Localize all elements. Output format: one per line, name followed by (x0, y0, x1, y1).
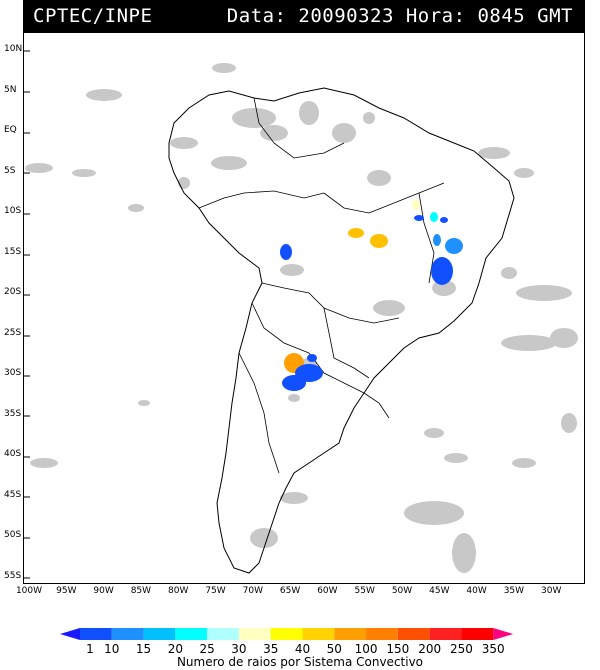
lon-label: 60W (317, 586, 338, 596)
colorbar-tick-label: 30 (231, 642, 247, 656)
lon-label: 75W (205, 586, 226, 596)
lon-label: 45W (429, 586, 450, 596)
lon-label: 90W (93, 586, 114, 596)
date-time-label: Data: 20090323 Hora: 0845 GMT (226, 5, 573, 27)
map-canvas (24, 50, 578, 579)
south-america-coastline (168, 87, 515, 574)
colorbar-tick-label: 250 (449, 642, 473, 656)
lon-label: 65W (279, 586, 301, 596)
lon-label: 95W (56, 586, 77, 596)
cloud-cover (25, 63, 578, 573)
lon-label: 30W (541, 586, 562, 596)
colorbar-segment (366, 628, 398, 640)
colorbar-segment (111, 628, 144, 640)
lightning-cells (280, 200, 463, 391)
lat-label: 15S (4, 246, 22, 257)
map-header: CPTEC/INPE Data: 20090323 Hora: 0845 GMT (23, 0, 585, 32)
colorbar-segment (143, 628, 176, 640)
colorbar-segment (175, 628, 208, 640)
colorbar-tick-label: 15 (135, 642, 152, 656)
colorbar-tick-label: 100 (354, 642, 378, 656)
colorbar-tick-label: 350 (481, 642, 505, 656)
organization-label: CPTEC/INPE (33, 5, 153, 27)
lat-label: 50S (4, 530, 22, 540)
lat-label: 45S (4, 489, 22, 500)
colorbar-tick-label: 20 (167, 642, 183, 656)
colorbar-segment (238, 628, 271, 640)
colorbar-tick-label: 1 (86, 642, 94, 656)
colorbar-segment (80, 628, 112, 640)
colorbar-tick-label: 40 (294, 642, 311, 656)
colorbar-segment (302, 628, 335, 640)
colorbar-tick-label: 150 (386, 642, 410, 656)
lon-label: 50W (391, 586, 413, 596)
lat-ticks (24, 50, 30, 579)
lat-label: 10N (4, 44, 23, 54)
lon-label: 40W (466, 586, 487, 596)
lon-label: 80W (168, 586, 189, 596)
colorbar-segment (429, 628, 462, 640)
lat-label: 5S (4, 165, 16, 176)
colorbar-tick-label: 50 (326, 642, 342, 656)
lat-label: EQ (4, 125, 17, 135)
colorbar-segment (397, 628, 430, 640)
lat-label: 30S (4, 368, 22, 378)
lat-label: 20S (4, 287, 22, 297)
colorbar-segment (461, 628, 494, 640)
lon-label: 35W (503, 586, 525, 596)
colorbar-arrow-right (493, 628, 514, 640)
colorbar-tick-label: 200 (418, 642, 442, 656)
country-borders (198, 97, 445, 474)
lat-label: 10S (4, 206, 22, 216)
lat-label: 35S (4, 408, 22, 419)
colorbar-title: Numero de raios por Sistema Convectivo (176, 655, 424, 669)
colorbar-segment (334, 628, 367, 640)
colorbar-arrow-left (60, 628, 80, 640)
lat-label: 55S (4, 570, 22, 581)
colorbar-segment (207, 628, 239, 640)
colorbar-segment (270, 628, 303, 640)
lat-label: 5N (4, 84, 17, 95)
lon-label: 70W (242, 586, 263, 596)
lon-label: 85W (130, 586, 152, 596)
colorbar-tick-label: 10 (104, 642, 120, 656)
map-panel (23, 32, 585, 584)
lat-label: 25S (4, 327, 22, 338)
lon-label: 100W (15, 586, 43, 596)
colorbar-tick-label: 25 (199, 642, 215, 656)
lat-label: 40S (4, 449, 22, 459)
colorbar-tick-label: 35 (263, 642, 279, 656)
colorbar (60, 628, 514, 640)
lon-label: 55W (354, 586, 375, 596)
